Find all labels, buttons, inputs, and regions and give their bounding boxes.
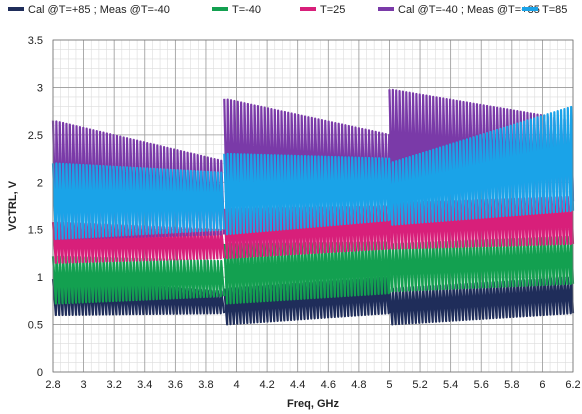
series-5-band-3-trace [388,105,575,226]
x-tick-label: 3 [81,379,87,391]
plot-frame [52,39,574,373]
y-tick-label: 2.5 [28,130,43,142]
x-tick-label: 4.8 [351,379,366,391]
series-2-band-1-trace [51,255,226,305]
x-tick-label: 4.4 [290,379,305,391]
y-tick-label: 2 [37,177,43,189]
series-2-band-2-trace [223,240,391,305]
x-tick-label: 3.6 [168,379,183,391]
x-tick-label: 5.4 [443,379,458,391]
legend-entry: T=25 [300,4,345,16]
y-tick-label: 0 [37,367,43,379]
plot-area [51,88,575,326]
y-tick-label: 3 [37,82,43,94]
x-tick-label: 3.8 [198,379,213,391]
y-tick-label: 1.5 [28,225,43,237]
x-tick-label: 4.6 [321,379,336,391]
x-tick-label: 3.4 [137,379,152,391]
series-2-band-3-trace [388,235,575,293]
x-tick-label: 5.8 [504,379,519,391]
legend-label: Cal @T=-40 ; Meas @T=+85 [398,4,540,16]
x-tick-label: 5.6 [474,379,489,391]
x-axis-title: Freq, GHz [287,398,339,410]
y-axis-title: VCTRL, V [7,180,19,231]
x-tick-label: 5 [386,379,392,391]
x-tick-label: 6.2 [565,379,580,391]
series-1-band-3-trace [388,276,575,326]
legend-entry: Cal @T=-40 ; Meas @T=+85 [378,4,540,16]
legend-label: T=85 [542,4,567,16]
legend-entry: T=85 [522,4,567,16]
x-tick-label: 6 [539,379,545,391]
x-tick-label: 2.8 [45,379,60,391]
series-3-band-2-trace [223,204,391,260]
legend-entry: T=-40 [212,4,261,16]
legend-label: Cal @T=+85 ; Meas @T=-40 [28,4,170,16]
x-tick-label: 3.2 [107,379,122,391]
legend: Cal @T=+85 ; Meas @T=-40 T=-40 T=25 Cal @T=… [8,4,567,16]
x-tick-label: 4 [233,379,239,391]
axes: 2.8 3 3.2 3.4 3.6 3.8 4 4.2 4.4 4.6 4.8 5 5.2 5.4 5.6 5… [28,35,581,391]
x-tick-label: 4.2 [259,379,274,391]
legend-label: T=25 [320,4,345,16]
y-tick-label: 0.5 [28,320,43,332]
legend-entry: Cal @T=+85 ; Meas @T=-40 [8,4,170,16]
y-tick-label: 3.5 [28,35,43,47]
series-5-band-2-trace [223,152,391,236]
x-tick-label: 5.2 [412,379,427,391]
series-5-band-1-trace [51,162,226,241]
y-tick-label: 1 [37,272,43,284]
series-1-band-2-trace [223,276,391,326]
legend-label: T=-40 [232,4,261,16]
